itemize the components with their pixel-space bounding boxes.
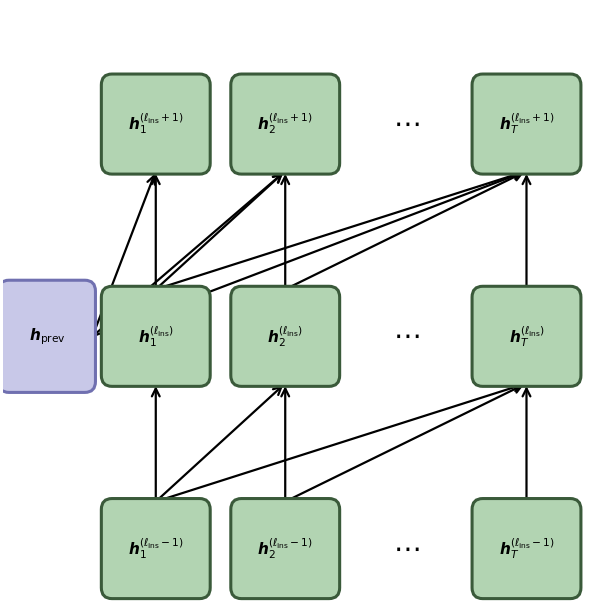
- Text: $\boldsymbol{h}_{T}^{(\ell_{\mathrm{ins}}+1)}$: $\boldsymbol{h}_{T}^{(\ell_{\mathrm{ins}…: [498, 111, 554, 136]
- Text: $\boldsymbol{h}_{1}^{(\ell_{\mathrm{ins}}+1)}$: $\boldsymbol{h}_{1}^{(\ell_{\mathrm{ins}…: [128, 111, 184, 136]
- Text: $\boldsymbol{h}_{T}^{(\ell_{\mathrm{ins}})}$: $\boldsymbol{h}_{T}^{(\ell_{\mathrm{ins}…: [508, 324, 545, 349]
- FancyBboxPatch shape: [231, 499, 340, 599]
- Text: $\boldsymbol{h}_{2}^{(\ell_{\mathrm{ins}})}$: $\boldsymbol{h}_{2}^{(\ell_{\mathrm{ins}…: [267, 324, 303, 349]
- FancyBboxPatch shape: [231, 74, 340, 174]
- FancyBboxPatch shape: [472, 286, 581, 386]
- FancyBboxPatch shape: [231, 286, 340, 386]
- FancyBboxPatch shape: [102, 499, 210, 599]
- Text: $\boldsymbol{h}_{T}^{(\ell_{\mathrm{ins}}-1)}$: $\boldsymbol{h}_{T}^{(\ell_{\mathrm{ins}…: [498, 536, 554, 561]
- Text: $\boldsymbol{h}_{\mathrm{prev}}$: $\boldsymbol{h}_{\mathrm{prev}}$: [29, 326, 65, 346]
- FancyBboxPatch shape: [102, 286, 210, 386]
- Text: $\boldsymbol{h}_{1}^{(\ell_{\mathrm{ins}})}$: $\boldsymbol{h}_{1}^{(\ell_{\mathrm{ins}…: [138, 324, 173, 349]
- Text: $\cdots$: $\cdots$: [393, 110, 419, 138]
- FancyBboxPatch shape: [472, 499, 581, 599]
- Text: $\boldsymbol{h}_{2}^{(\ell_{\mathrm{ins}}-1)}$: $\boldsymbol{h}_{2}^{(\ell_{\mathrm{ins}…: [257, 536, 313, 561]
- FancyBboxPatch shape: [0, 280, 96, 392]
- FancyBboxPatch shape: [472, 74, 581, 174]
- FancyBboxPatch shape: [102, 74, 210, 174]
- Text: $\boldsymbol{h}_{2}^{(\ell_{\mathrm{ins}}+1)}$: $\boldsymbol{h}_{2}^{(\ell_{\mathrm{ins}…: [257, 111, 313, 136]
- Text: $\boldsymbol{h}_{1}^{(\ell_{\mathrm{ins}}-1)}$: $\boldsymbol{h}_{1}^{(\ell_{\mathrm{ins}…: [128, 536, 184, 561]
- Text: $\cdots$: $\cdots$: [393, 323, 419, 350]
- Text: $\cdots$: $\cdots$: [393, 534, 419, 562]
